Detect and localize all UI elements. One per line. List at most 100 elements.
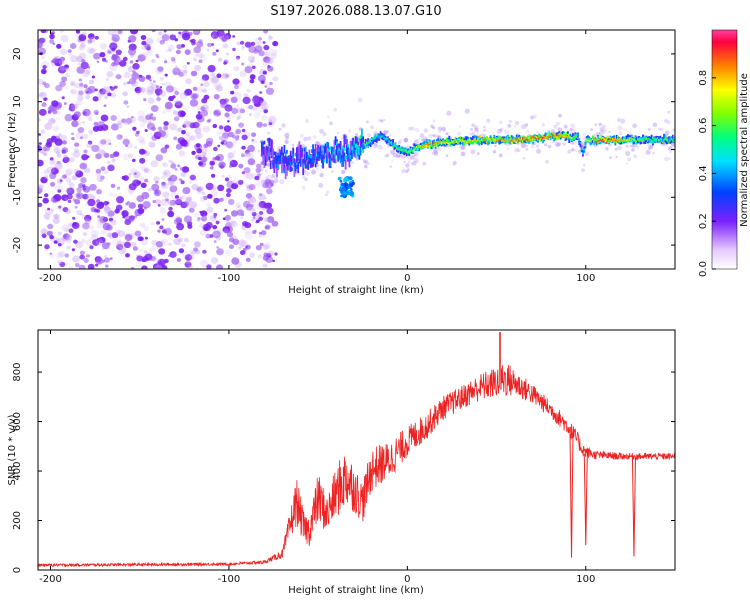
noise-blob [146,37,154,45]
ridge-cell [351,146,353,151]
noise-blob [47,117,56,125]
noise-blob [193,46,201,54]
noise-blob [117,186,121,190]
ridge-halo-blob [483,125,486,129]
noise-blob [91,144,100,153]
noise-blob [206,48,210,52]
ridge-cell [348,148,351,158]
ridge-cell [423,145,426,148]
noise-blob [272,40,279,47]
noise-blob [96,224,102,229]
ridge-halo-blob [267,131,271,135]
ridge-cell [529,137,532,142]
ridge-cell [384,138,387,140]
ridge-halo-blob [647,127,651,131]
ridge-cell [580,148,583,150]
noise-blob [81,121,85,124]
ridge-cell [608,138,611,140]
noise-blob [269,81,273,86]
noise-blob [82,232,88,237]
noise-blob [265,180,274,189]
ridge-halo-blob [571,148,575,152]
ridge-cell [617,135,619,140]
noise-blob [230,161,234,164]
noise-blob [168,159,173,164]
noise-blob [229,220,236,227]
noise-blob [258,234,262,238]
ridge-halo-blob [395,152,401,157]
noise-blob [235,202,242,209]
ridge-halo-blob [410,154,416,160]
noise-blob [168,44,175,51]
noise-blob [165,198,169,202]
ridge-cell [291,167,293,171]
noise-blob [100,114,109,122]
noise-blob [132,246,138,251]
ridge-cell [304,148,307,163]
noise-blob [44,193,49,198]
noise-blob [84,87,93,95]
noise-blob [99,178,103,183]
ridge-cell [502,139,504,142]
ridge-cell [572,137,574,140]
ridge-halo-blob [446,110,452,116]
ridge-cell [418,144,421,149]
ridge-halo-blob [414,128,419,133]
ridge-cell [648,137,650,140]
ridge-cell [333,154,336,163]
ridge-halo-blob [605,147,609,151]
ridge-cell [288,156,291,166]
ridge-halo-blob [432,133,437,138]
ridge-cell [388,141,391,146]
noise-blob [178,150,186,157]
noise-blob [235,137,239,141]
ridge-cell [475,136,478,143]
noise-blob [167,180,174,186]
ridge-cell [463,140,466,142]
ridge-cell [590,140,593,142]
ridge-cell [445,137,448,142]
ridge-cell [309,154,312,159]
noise-blob [175,143,183,150]
noise-blob [174,90,180,96]
ridge-halo-blob [599,130,604,136]
ridge-cell [347,147,349,156]
ridge-cell [313,156,316,160]
ridge-halo-blob [281,123,286,128]
ridge-cell [673,135,675,140]
noise-blob [157,66,164,72]
ridge-cell [366,141,368,144]
ridge-cell [278,158,281,162]
noise-blob [256,219,260,223]
noise-blob [146,180,150,184]
ridge-halo-blob [403,160,406,164]
noise-blob [183,64,188,70]
noise-blob [232,78,240,85]
noise-blob [226,231,234,238]
ridge-halo-blob [545,159,549,164]
noise-blob [77,127,85,133]
noise-blob [232,35,236,38]
noise-blob [237,239,246,247]
noise-blob [42,65,47,69]
noise-blob [134,215,138,218]
ridge-cell [657,137,659,142]
ridge-cell [503,139,506,144]
ridge-halo-blob [482,129,486,132]
ridge-cell [447,142,449,144]
noise-blob [91,229,99,237]
noise-blob [105,211,111,217]
noise-blob [180,172,186,177]
ridge-cell [568,136,571,143]
noise-blob [101,248,105,251]
noise-blob [146,85,155,94]
noise-blob [181,194,188,200]
ridge-cell [375,135,378,138]
noise-blob [218,32,227,40]
noise-blob [156,97,161,102]
noise-blob [173,136,178,141]
ridge-cell [464,136,467,143]
noise-blob [239,40,245,45]
noise-blob [159,39,165,45]
